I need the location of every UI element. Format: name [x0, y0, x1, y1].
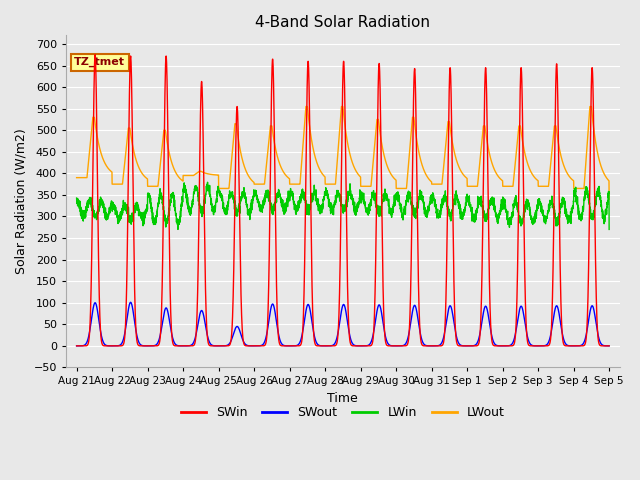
SWin: [187, 343, 195, 349]
LWin: [605, 227, 613, 232]
Legend: SWin, SWout, LWin, LWout: SWin, SWout, LWin, LWout: [176, 401, 509, 424]
LWin: [222, 211, 230, 217]
Title: 4-Band Solar Radiation: 4-Band Solar Radiation: [255, 15, 430, 30]
LWout: [605, 178, 612, 183]
SWout: [187, 342, 195, 348]
SWin: [395, 343, 403, 349]
LWin: [555, 214, 563, 219]
LWout: [404, 167, 412, 172]
SWout: [221, 343, 229, 348]
SWout: [127, 300, 134, 305]
SWin: [73, 343, 81, 349]
SWout: [605, 343, 613, 349]
LWout: [302, 104, 310, 109]
SWin: [92, 52, 99, 58]
LWin: [605, 189, 613, 194]
LWin: [395, 192, 403, 198]
LWout: [395, 186, 403, 192]
Y-axis label: Solar Radiation (W/m2): Solar Radiation (W/m2): [15, 129, 28, 274]
SWin: [605, 343, 613, 349]
LWin: [404, 189, 412, 195]
X-axis label: Time: Time: [328, 392, 358, 405]
SWout: [395, 343, 403, 349]
LWout: [605, 196, 613, 202]
LWout: [221, 186, 229, 192]
LWin: [204, 180, 211, 185]
LWout: [555, 142, 563, 148]
SWout: [73, 343, 81, 349]
SWin: [555, 159, 563, 165]
SWin: [404, 339, 412, 345]
LWin: [174, 227, 182, 232]
Line: SWout: SWout: [77, 302, 609, 346]
SWout: [404, 335, 412, 340]
SWin: [605, 343, 612, 349]
SWin: [221, 343, 229, 349]
LWin: [187, 208, 195, 214]
Line: LWout: LWout: [77, 107, 609, 199]
LWin: [73, 195, 81, 201]
LWout: [187, 173, 195, 179]
SWout: [555, 309, 563, 314]
LWout: [73, 175, 81, 180]
Text: TZ_tmet: TZ_tmet: [74, 57, 125, 68]
SWout: [605, 343, 612, 349]
Line: SWin: SWin: [77, 55, 609, 346]
Line: LWin: LWin: [77, 182, 609, 229]
